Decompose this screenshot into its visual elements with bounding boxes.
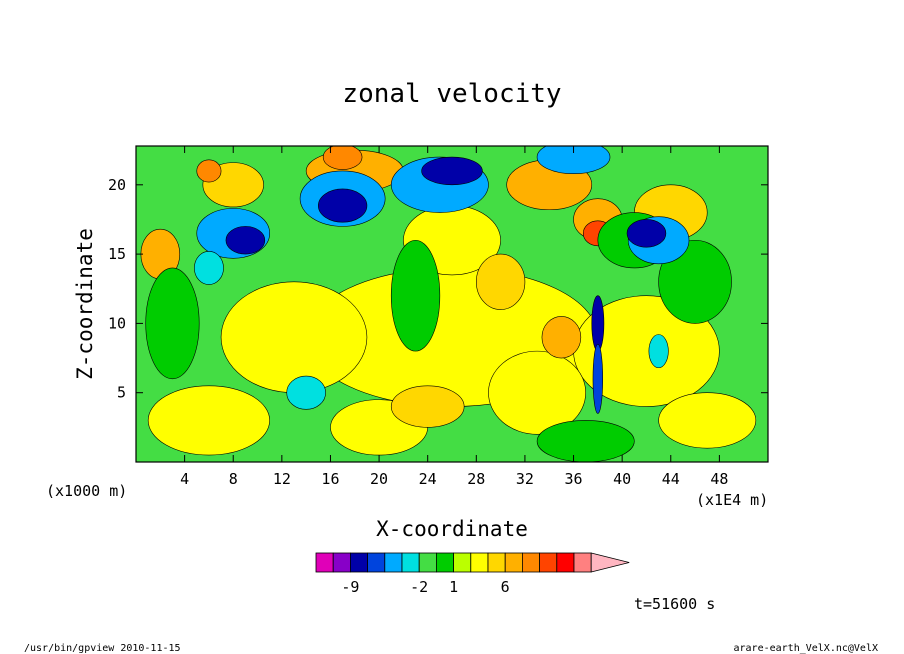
colorbar-cell [367, 552, 386, 573]
x-unit-left: (x1000 m) [46, 482, 127, 500]
contour-region [658, 392, 757, 449]
contour-region [536, 146, 611, 175]
colorbar-cell [315, 552, 334, 573]
colorbar-cell [556, 552, 575, 573]
x-tick-label: 8 [229, 470, 238, 488]
colorbar-labels: -9 -2 1 6 [341, 578, 509, 596]
colorbar-cell [470, 552, 489, 573]
footer-left: /usr/bin/gpview 2010-11-15 [24, 643, 181, 654]
colorbar-cell [487, 552, 506, 573]
contour-region [488, 350, 586, 435]
x-tick-label: 28 [467, 470, 485, 488]
contour-region [147, 385, 270, 456]
contour-region [318, 188, 368, 223]
contour-region [145, 267, 200, 380]
contour-region [421, 156, 483, 186]
x-tick-label: 4 [180, 470, 189, 488]
x-tick-label: 48 [710, 470, 728, 488]
contour-region [592, 343, 604, 414]
colorbar-cell [435, 552, 454, 573]
plot-area [136, 146, 768, 462]
contour-region [626, 219, 667, 248]
contour-region [591, 295, 605, 352]
plot-frame [135, 145, 769, 463]
contour-region [225, 226, 266, 255]
colorbar-cell [349, 552, 368, 573]
colorbar-cell [401, 552, 420, 573]
colorbar-cell [332, 552, 351, 573]
colorbar [315, 552, 630, 573]
x-axis: 4 8 12 16 20 24 28 32 36 40 44 48 [180, 146, 728, 488]
y-tick-label: 5 [117, 384, 126, 402]
footer-right: arare-earth_VelX.nc@VelX [734, 643, 879, 654]
contour-region [536, 420, 635, 462]
colorbar-cell [453, 552, 472, 573]
x-tick-label: 12 [273, 470, 291, 488]
contour-region [286, 375, 326, 410]
colorbar-cell [418, 552, 437, 573]
contour-region [541, 316, 582, 359]
x-tick-label: 16 [321, 470, 339, 488]
colorbar-cell [539, 552, 558, 573]
x-tick-label: 40 [613, 470, 631, 488]
colorbar-tick-label: -9 [341, 578, 359, 596]
y-tick-label: 10 [108, 314, 126, 332]
colorbar-tick-label: -2 [410, 578, 428, 596]
x-tick-label: 24 [419, 470, 437, 488]
colorbar-cell [573, 552, 592, 573]
colorbar-cell [504, 552, 523, 573]
colorbar-arrow [590, 552, 630, 573]
colorbar-tick-label: 6 [501, 578, 510, 596]
contour-region [648, 334, 669, 369]
x-unit-right: (x1E4 m) [696, 491, 768, 509]
colorbar-cell [384, 552, 403, 573]
x-axis-label: X-coordinate [376, 517, 528, 541]
colorbar-cell [522, 552, 541, 573]
contour-region [658, 239, 732, 324]
contour-region [390, 239, 441, 352]
contour-region [390, 385, 465, 428]
y-axis-label: Z-coordinate [73, 228, 97, 380]
y-tick-label: 20 [108, 176, 126, 194]
time-label: t=51600 s [634, 595, 715, 613]
contour-region [322, 146, 363, 170]
x-tick-label: 36 [565, 470, 583, 488]
contour-region [476, 253, 526, 310]
contour-region [220, 281, 368, 394]
y-axis: 5 10 15 20 [108, 176, 768, 402]
x-tick-label: 44 [662, 470, 680, 488]
x-tick-label: 20 [370, 470, 388, 488]
y-tick-label: 15 [108, 245, 126, 263]
x-tick-label: 32 [516, 470, 534, 488]
contour-region [194, 251, 224, 285]
colorbar-tick-label: 1 [449, 578, 458, 596]
contour-region [196, 159, 222, 183]
chart-title: zonal velocity [342, 79, 561, 109]
